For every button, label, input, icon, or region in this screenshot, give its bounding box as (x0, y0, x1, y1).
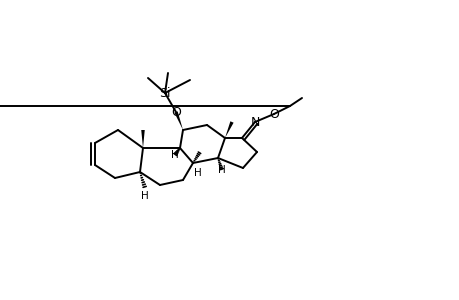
Polygon shape (174, 111, 183, 130)
Text: H: H (171, 150, 179, 160)
Text: Si: Si (159, 86, 170, 100)
Text: H: H (194, 168, 202, 178)
Polygon shape (141, 130, 145, 148)
Text: H: H (218, 165, 225, 175)
Polygon shape (224, 121, 233, 138)
Text: O: O (171, 106, 180, 118)
Text: H: H (141, 191, 149, 201)
Text: N: N (250, 116, 259, 128)
Text: O: O (269, 107, 278, 121)
